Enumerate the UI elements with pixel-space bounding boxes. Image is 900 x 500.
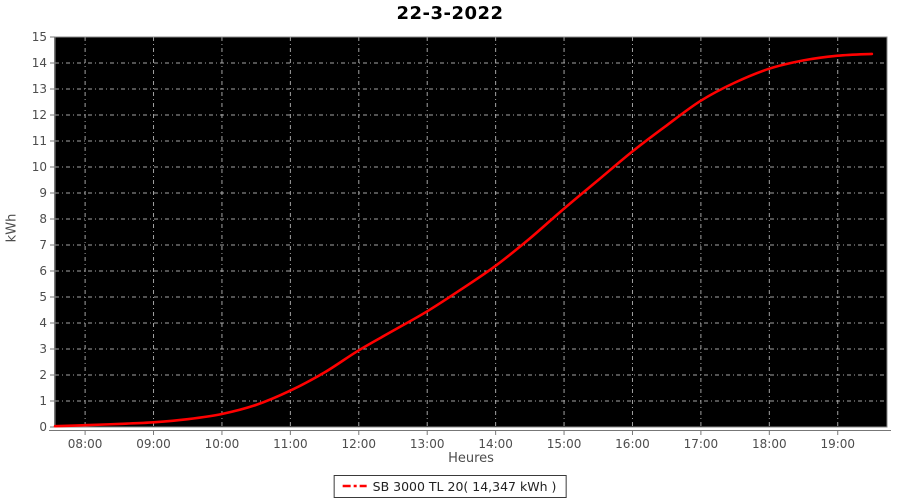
svg-text:5: 5 [39,290,47,304]
legend-line-icon [342,484,367,488]
svg-text:17:00: 17:00 [684,437,719,451]
svg-text:8: 8 [39,212,47,226]
svg-text:0: 0 [39,420,47,434]
svg-text:14: 14 [32,56,47,70]
chart-title: 22-3-2022 [396,3,504,24]
svg-text:10:00: 10:00 [205,437,240,451]
svg-text:11:00: 11:00 [273,437,308,451]
y-axis-title: kWh [4,213,20,243]
svg-text:18:00: 18:00 [752,437,787,451]
svg-text:15: 15 [32,30,47,44]
svg-text:15:00: 15:00 [547,437,582,451]
svg-text:08:00: 08:00 [68,437,103,451]
svg-text:4: 4 [39,316,47,330]
svg-text:12:00: 12:00 [341,437,376,451]
svg-text:16:00: 16:00 [615,437,650,451]
svg-text:2: 2 [39,368,47,382]
svg-text:10: 10 [32,160,47,174]
legend-label: SB 3000 TL 20( 14,347 kWh ) [372,478,557,494]
svg-text:6: 6 [39,264,47,278]
svg-text:13:00: 13:00 [410,437,445,451]
svg-text:19:00: 19:00 [820,437,855,451]
svg-text:14:00: 14:00 [478,437,513,451]
svg-text:11: 11 [32,134,47,148]
svg-text:12: 12 [32,108,47,122]
svg-text:09:00: 09:00 [136,437,171,451]
svg-text:9: 9 [39,186,47,200]
legend: SB 3000 TL 20( 14,347 kWh ) [333,475,567,498]
svg-text:13: 13 [32,82,47,96]
svg-text:1: 1 [39,394,47,408]
svg-text:7: 7 [39,238,47,252]
svg-text:3: 3 [39,342,47,356]
x-axis-title: Heures [448,451,494,466]
